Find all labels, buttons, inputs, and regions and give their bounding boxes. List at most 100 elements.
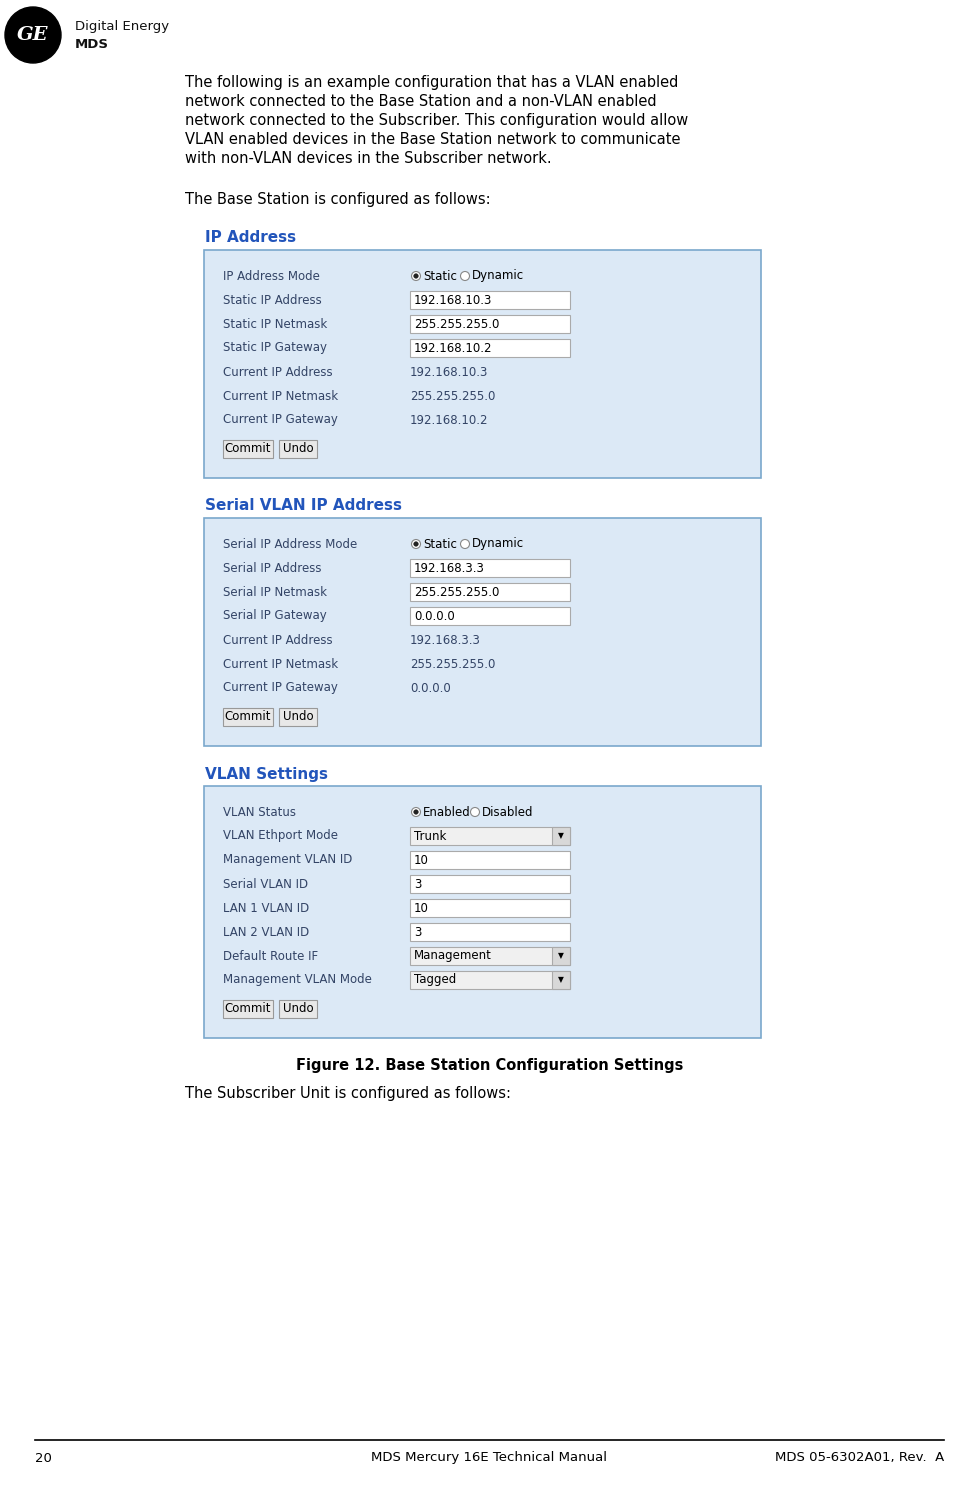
Text: Serial VLAN IP Address: Serial VLAN IP Address [204,498,402,513]
Bar [203,250,760,478]
Text: Current IP Gateway: Current IP Gateway [223,414,337,426]
Text: Management VLAN ID: Management VLAN ID [223,854,352,867]
Text: Serial IP Gateway: Serial IP Gateway [223,610,327,622]
Text: 3: 3 [414,878,421,891]
Circle shape [411,540,421,549]
Text: 20: 20 [35,1452,52,1465]
Text: Current IP Netmask: Current IP Netmask [223,658,337,670]
Text: Management: Management [414,949,491,963]
Text: 192.168.3.3: 192.168.3.3 [410,634,480,646]
Text: Static: Static [422,538,457,550]
Text: 192.168.10.3: 192.168.10.3 [414,293,492,306]
Text: Digital Energy: Digital Energy [75,19,169,33]
Text: 0.0.0.0: 0.0.0.0 [410,682,450,695]
Text: Static IP Address: Static IP Address [223,293,322,306]
Text: IP Address: IP Address [204,230,295,245]
Text: 192.168.10.3: 192.168.10.3 [410,365,488,378]
Text: The Subscriber Unit is configured as follows:: The Subscriber Unit is configured as fol… [185,1085,511,1100]
Bar [410,339,569,357]
Text: Static: Static [422,269,457,283]
Bar [410,315,569,333]
Text: 10: 10 [414,854,428,867]
Bar [279,709,317,727]
Text: The following is an example configuration that has a VLAN enabled: The following is an example configuratio… [185,75,678,90]
Bar [552,827,569,845]
Text: Current IP Address: Current IP Address [223,634,333,646]
Text: network connected to the Base Station and a non-VLAN enabled: network connected to the Base Station an… [185,94,656,109]
Bar [410,559,569,577]
Text: Commit: Commit [225,443,271,456]
Text: VLAN Settings: VLAN Settings [204,767,328,782]
Text: Current IP Gateway: Current IP Gateway [223,682,337,695]
Circle shape [411,807,421,816]
Bar [410,922,569,940]
Bar [410,851,569,869]
Text: Commit: Commit [225,1003,271,1015]
Circle shape [470,807,479,816]
Text: Enabled: Enabled [422,806,470,818]
Text: The Base Station is configured as follows:: The Base Station is configured as follow… [185,191,490,206]
Text: MDS: MDS [75,37,109,51]
Text: Serial VLAN ID: Serial VLAN ID [223,878,308,891]
Bar [410,875,569,893]
Text: 255.255.255.0: 255.255.255.0 [410,658,495,670]
Bar [223,440,273,457]
Bar [279,1000,317,1018]
Text: Undo: Undo [283,1003,313,1015]
Text: VLAN Status: VLAN Status [223,806,295,818]
Bar [279,440,317,457]
Text: 0.0.0.0: 0.0.0.0 [414,610,455,622]
Text: LAN 1 VLAN ID: LAN 1 VLAN ID [223,901,309,915]
Circle shape [5,7,61,63]
Text: Disabled: Disabled [481,806,533,818]
Text: Serial IP Netmask: Serial IP Netmask [223,586,327,598]
Text: VLAN enabled devices in the Base Station network to communicate: VLAN enabled devices in the Base Station… [185,132,680,147]
Text: Current IP Netmask: Current IP Netmask [223,390,337,402]
Text: 3: 3 [414,925,421,939]
Bar [223,1000,273,1018]
Text: Serial IP Address Mode: Serial IP Address Mode [223,538,357,550]
Bar [410,898,569,916]
Text: Dynamic: Dynamic [471,269,523,283]
Bar [410,607,569,625]
Bar [203,517,760,746]
Text: MDS Mercury 16E Technical Manual: MDS Mercury 16E Technical Manual [371,1452,607,1465]
Text: Tagged: Tagged [414,973,456,987]
Text: ▼: ▼ [557,976,563,985]
Text: with non-VLAN devices in the Subscriber network.: with non-VLAN devices in the Subscriber … [185,151,551,166]
Text: Current IP Address: Current IP Address [223,365,333,378]
Bar [552,970,569,990]
Text: Dynamic: Dynamic [471,538,523,550]
Text: Static IP Gateway: Static IP Gateway [223,341,327,354]
Text: Serial IP Address: Serial IP Address [223,562,321,574]
Text: GE: GE [18,25,49,43]
Bar [410,292,569,309]
Text: Figure 12. Base Station Configuration Settings: Figure 12. Base Station Configuration Se… [295,1058,683,1073]
Text: MDS 05-6302A01, Rev.  A: MDS 05-6302A01, Rev. A [774,1452,943,1465]
Text: IP Address Mode: IP Address Mode [223,269,320,283]
Text: Default Route IF: Default Route IF [223,949,318,963]
Bar [203,786,760,1038]
Text: 255.255.255.0: 255.255.255.0 [414,586,499,598]
Text: VLAN Ethport Mode: VLAN Ethport Mode [223,830,337,843]
Circle shape [411,272,421,281]
Text: 192.168.3.3: 192.168.3.3 [414,562,484,574]
Circle shape [460,272,469,281]
Bar [410,827,569,845]
Text: Undo: Undo [283,710,313,724]
Text: Static IP Netmask: Static IP Netmask [223,317,327,330]
Text: 10: 10 [414,901,428,915]
Bar [552,946,569,964]
Bar [410,946,569,964]
Text: 192.168.10.2: 192.168.10.2 [414,341,492,354]
Text: Management VLAN Mode: Management VLAN Mode [223,973,372,987]
Text: ▼: ▼ [557,951,563,960]
Text: Undo: Undo [283,443,313,456]
Bar [410,583,569,601]
Text: 192.168.10.2: 192.168.10.2 [410,414,488,426]
Text: network connected to the Subscriber. This configuration would allow: network connected to the Subscriber. Thi… [185,114,688,129]
Circle shape [414,541,418,546]
Bar [410,970,569,990]
Circle shape [414,810,418,815]
Text: ▼: ▼ [557,831,563,840]
